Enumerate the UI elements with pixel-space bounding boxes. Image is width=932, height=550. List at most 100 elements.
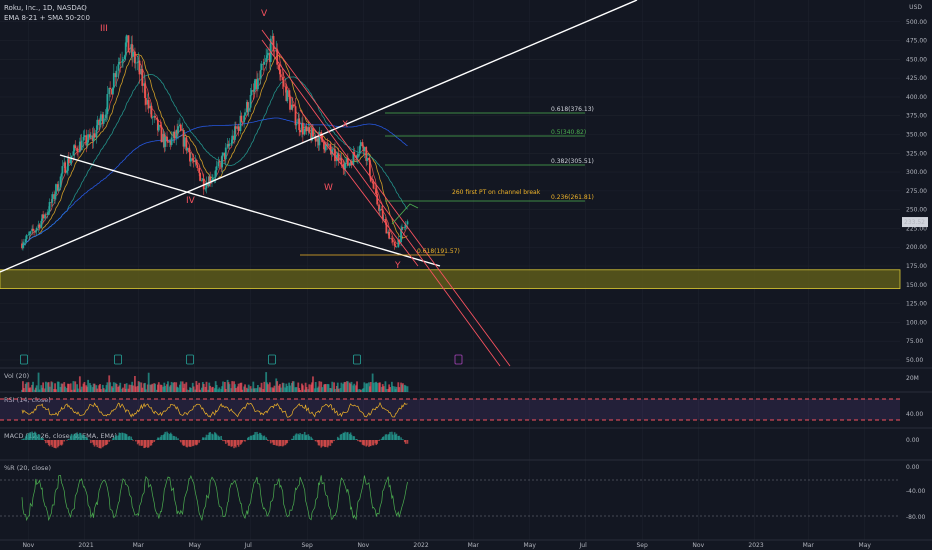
volume-bar <box>104 389 107 392</box>
candle-body <box>207 182 210 187</box>
volume-bar <box>393 386 396 392</box>
candle-body <box>237 126 240 132</box>
macd-bar <box>324 440 326 448</box>
volume-bar <box>168 386 171 392</box>
volume-bar <box>102 388 105 392</box>
macd-bar <box>121 432 123 440</box>
macd-bar <box>31 431 33 440</box>
candle-body <box>34 230 37 232</box>
candle-body <box>344 162 346 170</box>
volume-bar <box>214 381 217 392</box>
volume-bar <box>89 385 92 392</box>
macd-bar <box>247 437 249 440</box>
macd-bar <box>262 436 265 440</box>
candle-body <box>318 132 321 146</box>
price-tick: 300.00 <box>906 169 927 176</box>
macd-bar <box>348 433 351 440</box>
volume-bar <box>34 387 37 392</box>
channel-break-note: 260 first PT on channel break <box>452 189 541 196</box>
volume-bar <box>273 385 276 392</box>
macd-bar <box>392 434 394 440</box>
volume-bar <box>127 388 130 392</box>
macd-bar <box>198 440 200 443</box>
volume-bar <box>389 387 391 392</box>
macd-bar <box>280 440 282 447</box>
volume-bar <box>66 388 68 392</box>
indicator-legend[interactable]: EMA 8-21 + SMA 50-200 <box>4 14 90 22</box>
macd-bar <box>267 440 269 441</box>
candle-body <box>291 104 294 106</box>
volume-bar <box>250 388 253 392</box>
candle-body <box>339 157 342 161</box>
macd-bar <box>323 440 325 447</box>
volume-bar <box>112 382 115 392</box>
volume-bar <box>163 382 166 392</box>
candle-body <box>140 68 143 75</box>
volume-bar <box>256 388 258 392</box>
candle-body <box>123 55 126 60</box>
volume-bar <box>201 387 203 392</box>
volume-bar <box>355 385 357 392</box>
macd-bar <box>211 433 213 440</box>
candle-body <box>37 224 40 228</box>
volume-bar <box>304 382 307 392</box>
candle-body <box>231 135 234 144</box>
macd-bar <box>230 440 233 447</box>
candle-body <box>198 167 201 173</box>
volume-bar <box>263 381 266 392</box>
volume-bar <box>54 383 56 392</box>
volume-bar <box>181 381 184 392</box>
volume-bar <box>357 389 359 392</box>
macd-bar <box>22 439 24 440</box>
macd-bar <box>228 440 231 446</box>
candle-body <box>211 179 213 182</box>
volume-bar <box>156 389 158 392</box>
volume-bar <box>240 382 243 392</box>
macd-bar <box>117 435 120 440</box>
candle-body <box>56 184 59 191</box>
volume-bar <box>156 384 159 392</box>
macd-bar <box>252 434 255 440</box>
volume-bar <box>132 385 134 392</box>
volume-bar <box>55 389 57 392</box>
candle-body <box>57 187 60 191</box>
macd-bar <box>159 436 162 440</box>
candle-body <box>363 146 366 152</box>
volume-bar <box>70 389 73 392</box>
volume-bar <box>330 388 333 392</box>
macd-bar <box>302 434 304 440</box>
macd-bar <box>143 440 145 449</box>
candle-body <box>258 78 261 80</box>
symbol-title[interactable]: Roku, Inc., 1D, NASDAQ <box>4 4 87 12</box>
volume-bar <box>124 388 127 392</box>
macd-bar <box>294 434 297 440</box>
macd-bar <box>47 440 50 445</box>
candle-body <box>119 61 122 63</box>
macd-bar <box>404 440 407 444</box>
channel-upper <box>261 29 511 367</box>
candle-body <box>92 133 95 142</box>
volume-bar <box>288 382 291 392</box>
macd-bar <box>311 438 313 440</box>
volume-bar <box>136 386 139 392</box>
macd-bar <box>266 439 268 440</box>
macd-bar <box>291 438 293 440</box>
volume-bar <box>247 384 250 392</box>
macd-bar <box>40 438 43 440</box>
macd-bar <box>337 438 340 440</box>
macd-bar <box>60 440 63 446</box>
volume-bar <box>21 389 23 392</box>
volume-bar <box>199 389 201 392</box>
macd-bar <box>285 440 288 444</box>
volume-bar <box>358 389 361 392</box>
volume-bar <box>189 387 192 392</box>
volume-bar <box>394 389 397 392</box>
candle-body <box>313 136 316 137</box>
candle-body <box>122 59 124 62</box>
macd-bar <box>91 440 94 443</box>
macd-bar <box>215 434 218 440</box>
volume-bar <box>335 385 338 392</box>
macd-bar <box>243 440 245 441</box>
candle-body <box>304 126 307 129</box>
